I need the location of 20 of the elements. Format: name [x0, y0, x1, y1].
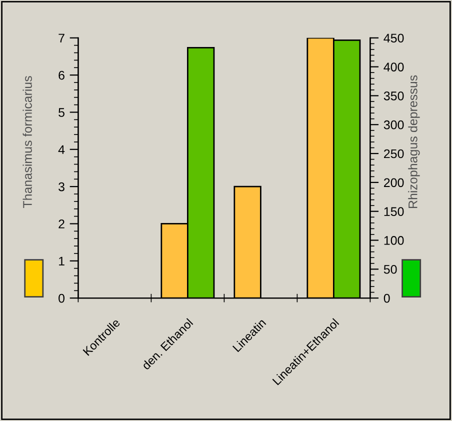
- y-axis-title: Thanasimus formicarius: [22, 76, 32, 208]
- y-tick-label: 0: [58, 294, 65, 303]
- y2-tick-label: 0: [384, 294, 390, 303]
- y-tick-label: 6: [58, 70, 64, 80]
- y2-tick-label: 150: [384, 207, 404, 216]
- y2-axis-title: Rhizophagus depressus: [408, 75, 420, 208]
- y-tick-label: 1: [59, 256, 64, 266]
- y2-tick-label: 400: [384, 62, 404, 72]
- y2-tick-label: 250: [384, 149, 404, 158]
- y-tick-label: 7: [58, 34, 64, 42]
- y-tick-label: 4: [58, 145, 65, 154]
- y-tick-label: 3: [58, 182, 64, 192]
- y2-tick-label: 200: [384, 178, 404, 188]
- y2-tick-label: 100: [384, 236, 404, 245]
- y2-tick-label: 350: [384, 92, 404, 100]
- y2-tick-label: 50: [384, 264, 397, 274]
- y2-tick-label: 450: [384, 34, 404, 43]
- y2-tick-label: 300: [384, 120, 404, 130]
- y-tick-label: 2: [58, 220, 64, 228]
- y-tick-label: 5: [58, 108, 64, 117]
